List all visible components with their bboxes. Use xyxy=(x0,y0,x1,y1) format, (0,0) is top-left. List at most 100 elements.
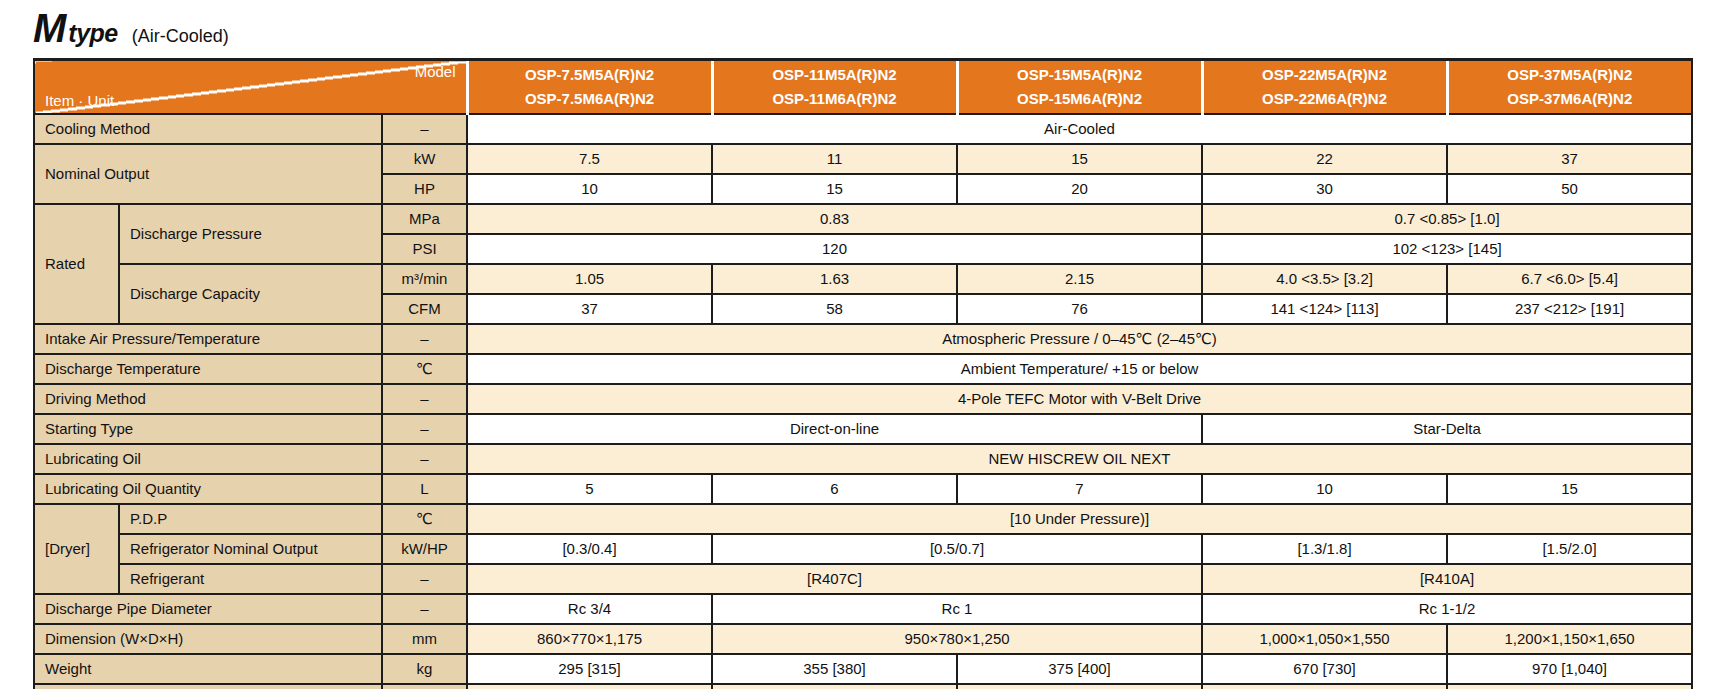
row-unit: – xyxy=(382,414,467,444)
model-name: OSP-15M6A(R)N2 xyxy=(959,87,1201,111)
value-cell: 5 xyxy=(467,474,712,504)
model-header-col2: OSP-11M5A(R)N2 OSP-11M6A(R)N2 xyxy=(712,60,957,115)
value-cell: Direct-on-line xyxy=(467,414,1202,444)
spec-table: Model Item · Unit OSP-7.5M5A(R)N2 OSP-7.… xyxy=(33,58,1693,689)
value-cell: 1.05 xyxy=(467,264,712,294)
row-dryer-refrigerator-output: Refrigerator Nominal Output kW/HP [0.3/0… xyxy=(34,534,1692,564)
item-unit-axis-label: Item · Unit xyxy=(45,93,114,110)
value-cell: 4.0 <3.5> [3.2] xyxy=(1202,264,1447,294)
row-intake-air: Intake Air Pressure/Temperature – Atmosp… xyxy=(34,324,1692,354)
value-cell: Air-Cooled xyxy=(467,114,1692,144)
value-cell: 22 xyxy=(1202,144,1447,174)
value-cell: 30 xyxy=(1202,174,1447,204)
model-name: OSP-22M6A(R)N2 xyxy=(1204,87,1446,111)
row-weight: Weight kg 295 [315] 355 [380] 375 [400] … xyxy=(34,654,1692,684)
row-label: Discharge Pressure xyxy=(119,204,382,264)
value-cell: 0.7 <0.85> [1.0] xyxy=(1202,204,1692,234)
model-axis-label: Model xyxy=(415,64,456,81)
value-cell: 670 [730] xyxy=(1202,654,1447,684)
value-cell: 355 [380] xyxy=(712,654,957,684)
row-unit: CFM xyxy=(382,294,467,324)
value-cell: 4-Pole TEFC Motor with V-Belt Drive xyxy=(467,384,1692,414)
row-unit: kg xyxy=(382,654,467,684)
row-label: Refrigerator Nominal Output xyxy=(119,534,382,564)
row-label: Lubricating Oil xyxy=(34,444,382,474)
value-cell: 53 xyxy=(467,684,712,689)
row-dimension: Dimension (W×D×H) mm 860×770×1,175 950×7… xyxy=(34,624,1692,654)
value-cell: 37 xyxy=(1447,144,1692,174)
value-cell: 2.15 xyxy=(957,264,1202,294)
row-group-label: [Dryer] xyxy=(34,504,119,594)
value-cell: 1.63 xyxy=(712,264,957,294)
diagonal-header-cell: Model Item · Unit xyxy=(34,60,467,115)
value-cell: 58 xyxy=(712,294,957,324)
row-label: Refrigerant xyxy=(119,564,382,594)
value-cell: NEW HISCREW OIL NEXT xyxy=(467,444,1692,474)
row-unit: – xyxy=(382,324,467,354)
row-lubricating-oil: Lubricating Oil – NEW HISCREW OIL NEXT xyxy=(34,444,1692,474)
row-unit: ℃ xyxy=(382,504,467,534)
value-cell: 7 xyxy=(957,474,1202,504)
row-group-label: Rated xyxy=(34,204,119,324)
page-title: M type (Air-Cooled) xyxy=(33,8,1690,48)
value-cell: [0.5/0.7] xyxy=(712,534,1202,564)
value-cell: 141 <124> [113] xyxy=(1202,294,1447,324)
row-label: Cooling Method xyxy=(34,114,382,144)
row-unit: m³/min xyxy=(382,264,467,294)
model-name: OSP-11M5A(R)N2 xyxy=(714,63,956,87)
value-cell: Star-Delta xyxy=(1202,414,1692,444)
row-label: Intake Air Pressure/Temperature xyxy=(34,324,382,354)
row-unit: – xyxy=(382,444,467,474)
value-cell: 37 xyxy=(467,294,712,324)
value-cell: 55 xyxy=(712,684,957,689)
value-cell: [1.3/1.8] xyxy=(1202,534,1447,564)
value-cell: 375 [400] xyxy=(957,654,1202,684)
model-name: OSP-11M6A(R)N2 xyxy=(714,87,956,111)
value-cell: 237 <212> [191] xyxy=(1447,294,1692,324)
row-dryer-refrigerant: Refrigerant – [R407C] [R410A] xyxy=(34,564,1692,594)
value-cell: 10 xyxy=(1202,474,1447,504)
value-cell: Ambient Temperature/ +15 or below xyxy=(467,354,1692,384)
row-label: Discharge Capacity xyxy=(119,264,382,324)
value-cell: 950×780×1,250 xyxy=(712,624,1202,654)
title-cooling-note: (Air-Cooled) xyxy=(132,26,229,47)
value-cell: 10 xyxy=(467,174,712,204)
model-name: OSP-7.5M6A(R)N2 xyxy=(469,87,711,111)
value-cell: 57 xyxy=(1202,684,1447,689)
value-cell: 11 xyxy=(712,144,957,174)
row-lubricating-oil-quantity: Lubricating Oil Quantity L 5 6 7 10 15 xyxy=(34,474,1692,504)
row-unit: – xyxy=(382,114,467,144)
model-name: OSP-7.5M5A(R)N2 xyxy=(469,63,711,87)
value-cell: 120 xyxy=(467,234,1202,264)
value-cell: [10 Under Pressure)] xyxy=(467,504,1692,534)
row-cooling-method: Cooling Method – Air-Cooled xyxy=(34,114,1692,144)
value-cell: [R410A] xyxy=(1202,564,1692,594)
row-label: Driving Method xyxy=(34,384,382,414)
value-cell: 102 <123> [145] xyxy=(1202,234,1692,264)
value-cell: 6 xyxy=(712,474,957,504)
row-label: Discharge Temperature xyxy=(34,354,382,384)
value-cell: 7.5 xyxy=(467,144,712,174)
value-cell: 15 xyxy=(712,174,957,204)
value-cell: [0.3/0.4] xyxy=(467,534,712,564)
row-unit: dB [A] xyxy=(382,684,467,689)
row-discharge-pipe-diameter: Discharge Pipe Diameter – Rc 3/4 Rc 1 Rc… xyxy=(34,594,1692,624)
row-unit: kW/HP xyxy=(382,534,467,564)
model-header-col4: OSP-22M5A(R)N2 OSP-22M6A(R)N2 xyxy=(1202,60,1447,115)
row-label: Nominal Output xyxy=(34,144,382,204)
value-cell: 60 xyxy=(1447,684,1692,689)
row-dryer-pdp: [Dryer] P.D.P ℃ [10 Under Pressure)] xyxy=(34,504,1692,534)
model-name: OSP-37M6A(R)N2 xyxy=(1449,87,1692,111)
value-cell: 56 xyxy=(957,684,1202,689)
row-label: Weight xyxy=(34,654,382,684)
row-label: Dimension (W×D×H) xyxy=(34,624,382,654)
row-unit: PSI xyxy=(382,234,467,264)
row-unit: – xyxy=(382,384,467,414)
model-name: OSP-37M5A(R)N2 xyxy=(1449,63,1692,87)
row-driving-method: Driving Method – 4-Pole TEFC Motor with … xyxy=(34,384,1692,414)
row-discharge-pressure-mpa: Rated Discharge Pressure MPa 0.83 0.7 <0… xyxy=(34,204,1692,234)
model-name: OSP-22M5A(R)N2 xyxy=(1204,63,1446,87)
row-unit: – xyxy=(382,564,467,594)
row-discharge-temperature: Discharge Temperature ℃ Ambient Temperat… xyxy=(34,354,1692,384)
row-label: Lubricating Oil Quantity xyxy=(34,474,382,504)
